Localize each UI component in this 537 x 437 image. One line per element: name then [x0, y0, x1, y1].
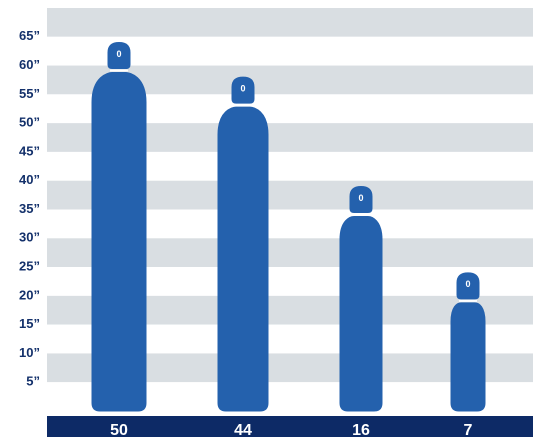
y-tick-label: 20” — [19, 287, 40, 302]
y-tick-label: 60” — [19, 57, 40, 72]
valve-label: 0 — [465, 279, 470, 289]
y-tick-label: 65” — [19, 28, 40, 43]
y-tick-label: 30” — [19, 230, 40, 245]
y-tick-label: 5” — [26, 374, 40, 389]
y-tick-label: 35” — [19, 201, 40, 216]
cylinder — [450, 272, 486, 412]
cylinder — [217, 76, 269, 412]
grid-stripe — [47, 8, 533, 37]
x-tick-label: 7 — [464, 422, 473, 437]
x-tick-label: 50 — [110, 422, 128, 437]
category-band — [47, 416, 533, 437]
y-tick-label: 50” — [19, 115, 40, 130]
cylinder — [91, 42, 147, 412]
y-tick-label: 15” — [19, 316, 40, 331]
valve-label: 0 — [358, 193, 363, 203]
cylinder — [339, 185, 383, 412]
x-tick-label: 16 — [352, 422, 370, 437]
y-tick-label: 25” — [19, 259, 40, 274]
x-tick-label: 44 — [234, 422, 252, 437]
y-tick-label: 40” — [19, 172, 40, 187]
y-tick-label: 45” — [19, 143, 40, 158]
valve-label: 0 — [240, 83, 245, 93]
y-tick-label: 55” — [19, 86, 40, 101]
valve-label: 0 — [116, 49, 121, 59]
y-tick-label: 10” — [19, 345, 40, 360]
